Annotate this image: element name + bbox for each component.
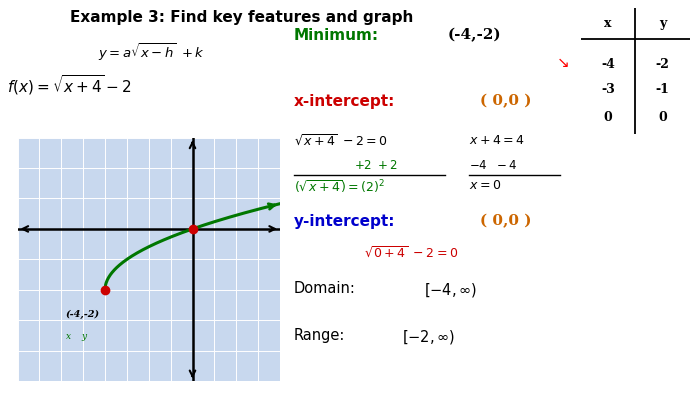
Text: ↘: ↘ [556, 55, 569, 70]
Text: $(\sqrt{x+4})=(2)^2$: $(\sqrt{x+4})=(2)^2$ [294, 179, 385, 196]
Text: Minimum:: Minimum: [294, 28, 379, 42]
Text: y-intercept:: y-intercept: [294, 214, 396, 229]
Text: $[-2,\infty)$: $[-2,\infty)$ [402, 328, 456, 346]
Text: -3: -3 [601, 83, 615, 96]
Text: $x+4=4$: $x+4=4$ [469, 134, 524, 147]
Text: (-4,-2): (-4,-2) [66, 310, 99, 319]
Text: $-4\ \ -4$: $-4\ \ -4$ [469, 159, 517, 172]
Text: 0: 0 [658, 111, 666, 125]
Text: -1: -1 [655, 83, 669, 96]
Text: -2: -2 [655, 58, 669, 71]
Text: $\sqrt{x+4}\ -2=0$: $\sqrt{x+4}\ -2=0$ [294, 134, 388, 149]
Text: $y=a\sqrt{x-h}\ +k$: $y=a\sqrt{x-h}\ +k$ [98, 41, 205, 63]
Text: 0: 0 [603, 111, 612, 125]
Text: $[-4,\infty)$: $[-4,\infty)$ [424, 281, 477, 299]
Text: ( 0,0 ): ( 0,0 ) [480, 94, 531, 108]
Text: $x=0$: $x=0$ [469, 179, 501, 192]
Text: y: y [659, 17, 666, 30]
Text: Domain:: Domain: [294, 281, 356, 296]
Text: $\sqrt{0+4}\ -2=0$: $\sqrt{0+4}\ -2=0$ [364, 246, 458, 261]
Text: -4: -4 [601, 58, 615, 71]
Text: Range:: Range: [294, 328, 345, 343]
Text: x: x [604, 17, 612, 30]
Text: x: x [66, 332, 71, 341]
Text: Example 3: Find key features and graph: Example 3: Find key features and graph [70, 10, 414, 25]
Text: ( 0,0 ): ( 0,0 ) [480, 214, 531, 228]
Text: x-intercept:: x-intercept: [294, 94, 396, 109]
Text: y: y [81, 332, 86, 341]
Text: $f(x) = \sqrt{x+4} - 2$: $f(x) = \sqrt{x+4} - 2$ [7, 73, 132, 97]
Text: $+2\ +2$: $+2\ +2$ [354, 159, 398, 172]
Text: (-4,-2): (-4,-2) [448, 28, 502, 42]
